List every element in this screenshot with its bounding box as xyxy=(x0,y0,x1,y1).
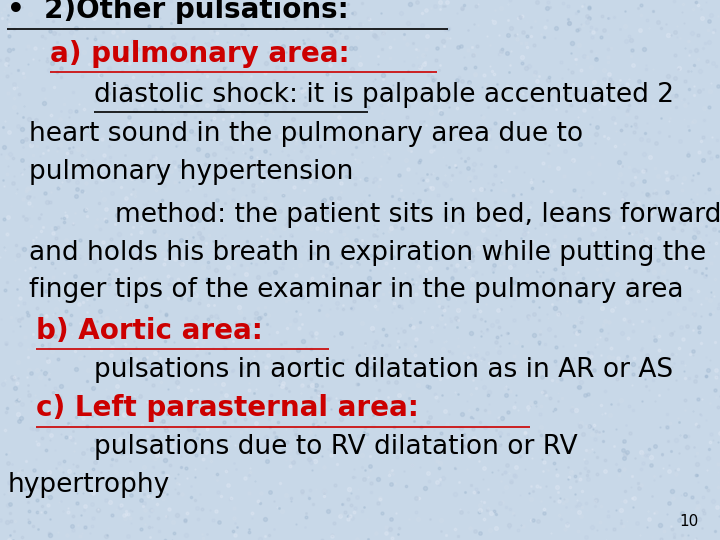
Text: diastolic shock: it is palpable accentuated 2: diastolic shock: it is palpable accentua… xyxy=(94,82,674,108)
Text: heart sound in the pulmonary area due to: heart sound in the pulmonary area due to xyxy=(29,121,583,147)
Text: •  2)Other pulsations:: • 2)Other pulsations: xyxy=(7,0,349,24)
Text: finger tips of the examinar in the pulmonary area: finger tips of the examinar in the pulmo… xyxy=(29,278,683,303)
Text: c) Left parasternal area:: c) Left parasternal area: xyxy=(36,394,419,422)
Text: method: the patient sits in bed, leans forwards: method: the patient sits in bed, leans f… xyxy=(115,202,720,228)
Text: b) Aortic area:: b) Aortic area: xyxy=(36,316,263,345)
Text: and holds his breath in expiration while putting the: and holds his breath in expiration while… xyxy=(29,240,706,266)
Text: hypertrophy: hypertrophy xyxy=(7,472,169,498)
Text: 10: 10 xyxy=(679,514,698,529)
Text: a) pulmonary area:: a) pulmonary area: xyxy=(50,39,350,68)
Text: pulsations in aortic dilatation as in AR or AS: pulsations in aortic dilatation as in AR… xyxy=(94,357,672,383)
Text: pulsations due to RV dilatation or RV: pulsations due to RV dilatation or RV xyxy=(94,434,577,460)
Text: pulmonary hypertension: pulmonary hypertension xyxy=(29,159,354,185)
